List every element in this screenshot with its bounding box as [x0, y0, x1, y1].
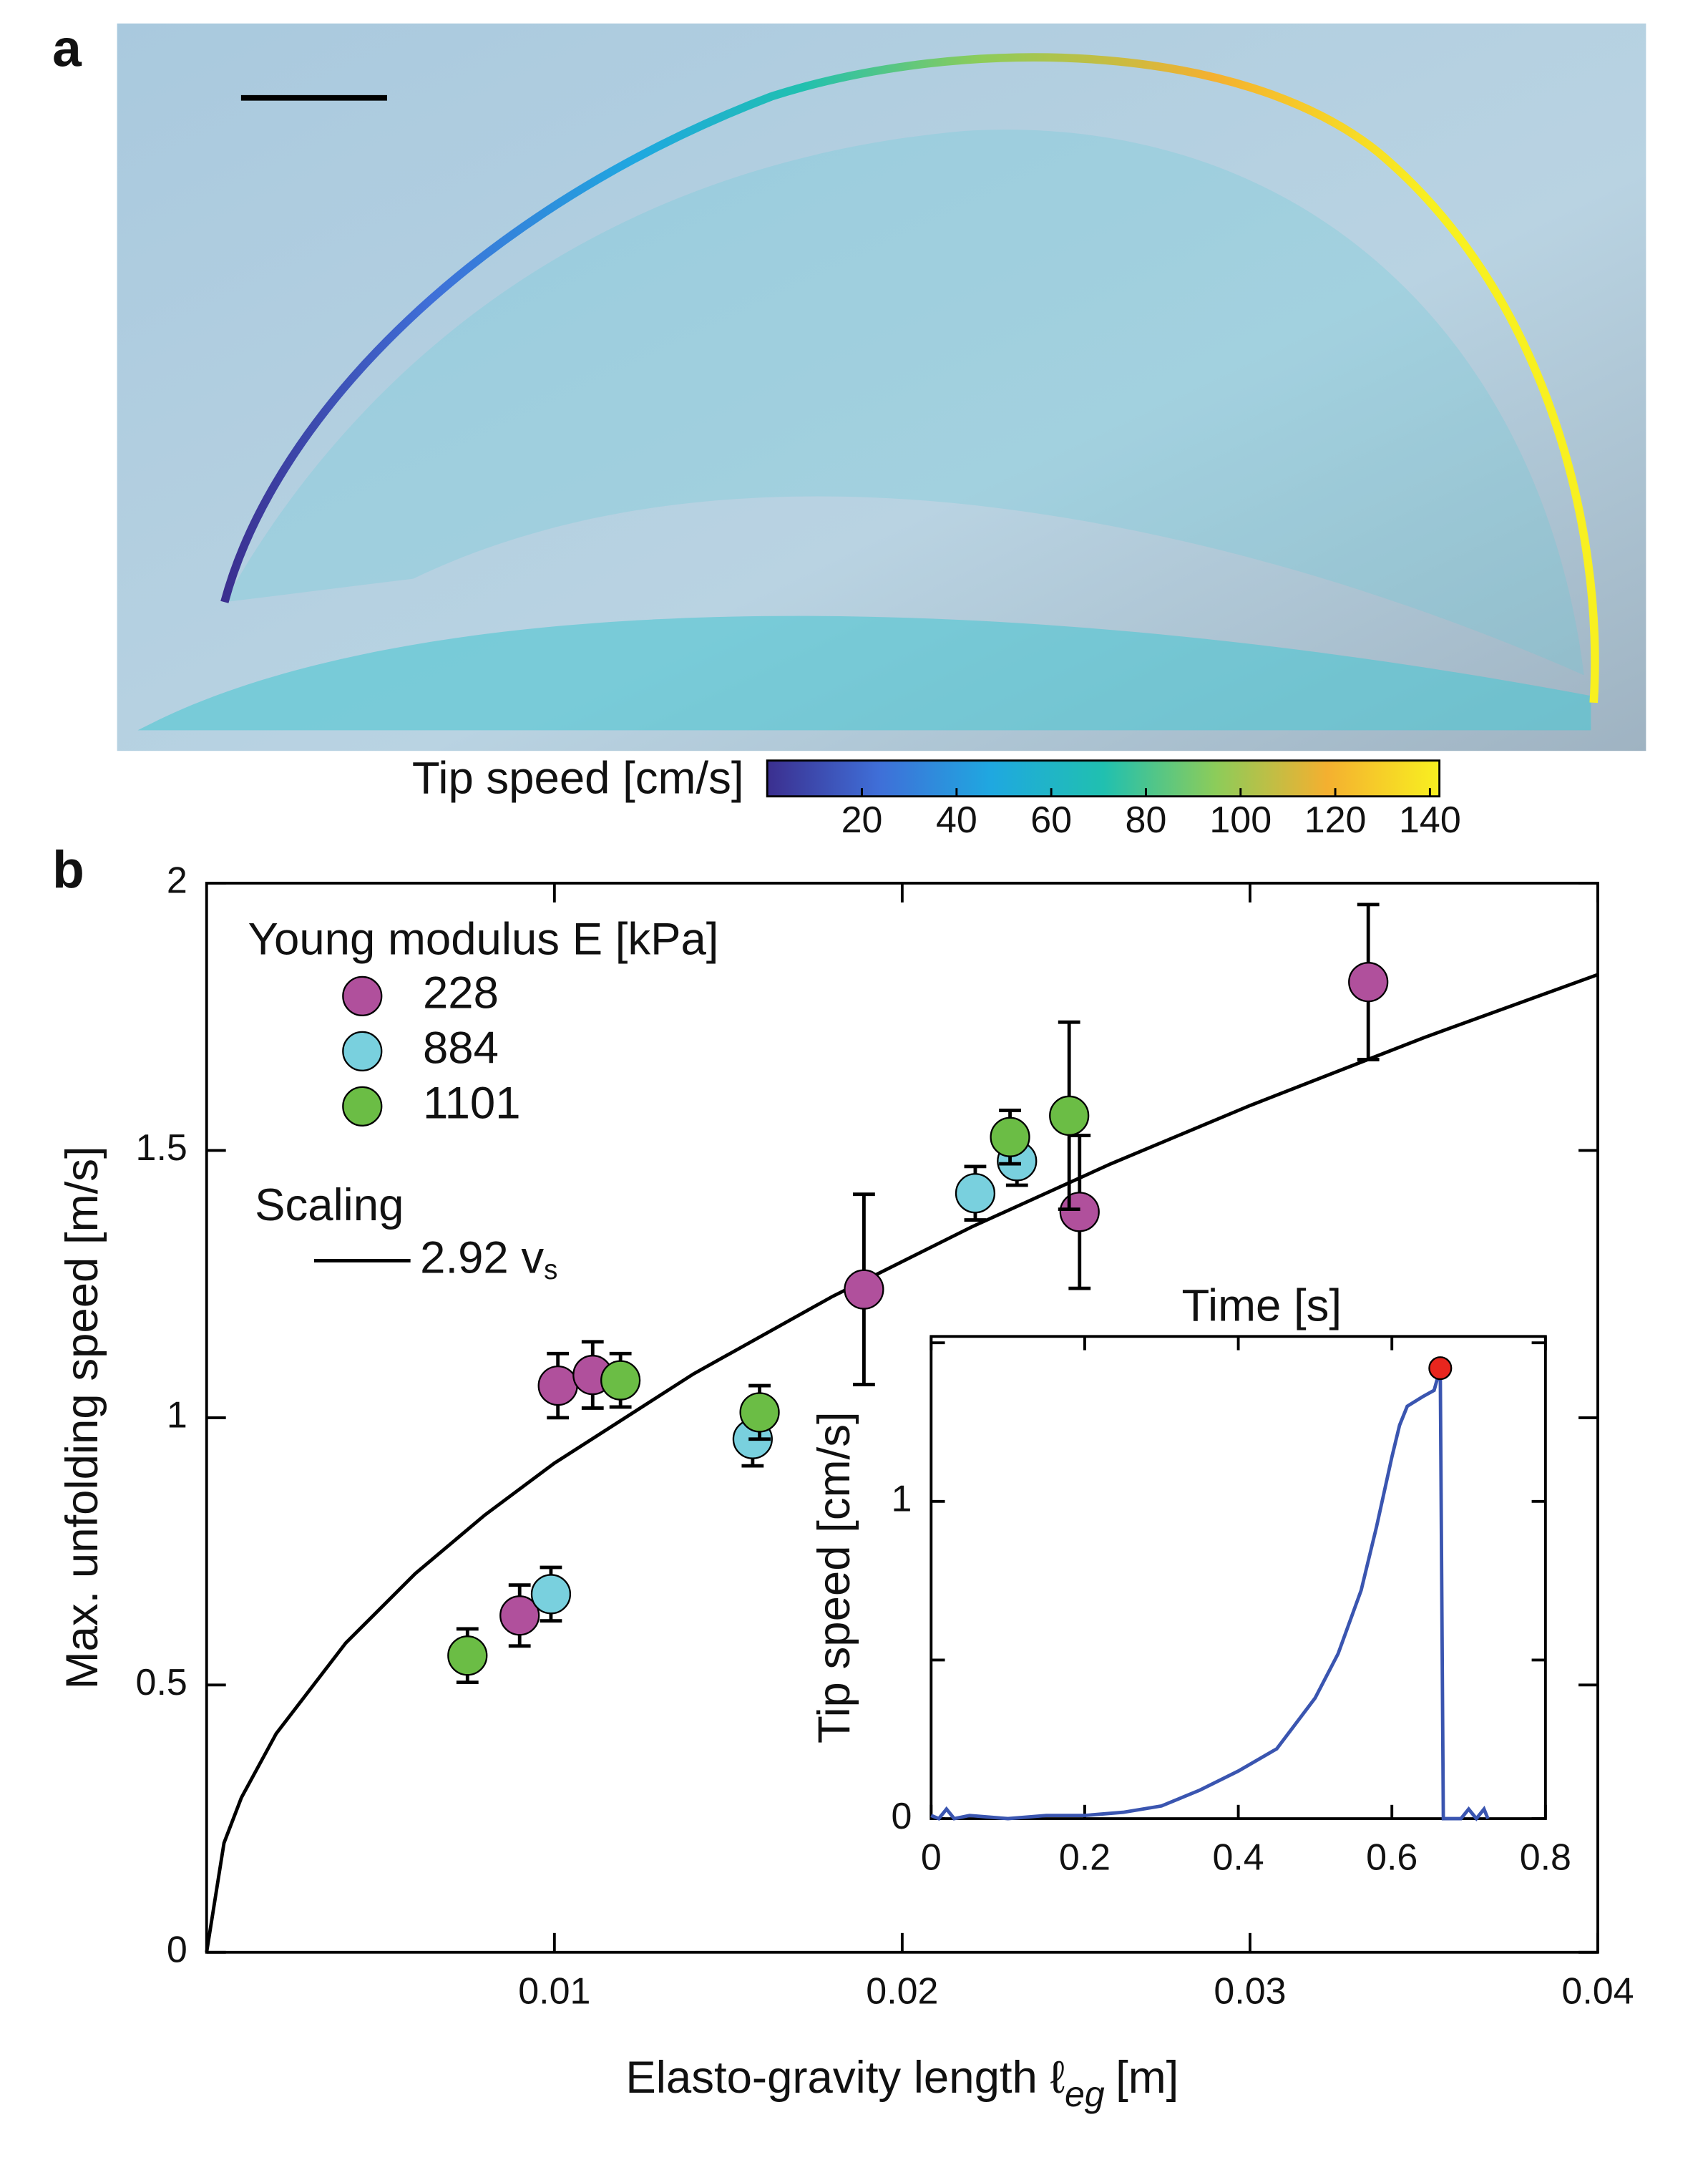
data-point: [447, 1635, 488, 1676]
y-tick-label: 1: [891, 1479, 912, 1520]
y-axis-label: Tip speed [cm/s]: [809, 1411, 859, 1743]
colorbar-tick-label: 100: [1209, 799, 1272, 841]
x-tick-label: 0.4: [1212, 1837, 1264, 1879]
data-point: [1059, 1192, 1100, 1232]
fit-line: [205, 973, 1599, 1953]
colorbar-tick-label: 140: [1399, 799, 1461, 841]
legend-title: Young modulus E [kPa]: [248, 914, 719, 965]
x-tick-label: 0.8: [1520, 1837, 1571, 1879]
panel-label: b: [52, 840, 84, 899]
colorbar-tick-label: 40: [936, 799, 977, 841]
y-tick-label: 1.5: [136, 1127, 187, 1169]
legend-label: 228: [423, 968, 499, 1018]
plot-area: [929, 1335, 1547, 1820]
colorbar: [766, 759, 1441, 798]
x-tick-label: 0: [921, 1837, 942, 1879]
y-tick-label: 0: [167, 1930, 187, 1971]
x-tick-label: 0.2: [1059, 1837, 1111, 1879]
x-tick-label: 0.6: [1366, 1837, 1417, 1879]
inset-title: Time [s]: [1182, 1280, 1342, 1331]
data-point: [530, 1574, 572, 1615]
data-point: [1049, 1095, 1090, 1136]
x-tick-label: 0.04: [1561, 1970, 1634, 2012]
colorbar-tick-label: 20: [841, 799, 883, 841]
data-point: [955, 1173, 996, 1214]
y-tick-label: 2: [167, 860, 187, 902]
x-tick-label: 0.01: [518, 1970, 590, 2012]
data-point: [990, 1116, 1030, 1157]
colorbar-tick-label: 60: [1030, 799, 1072, 841]
peak-marker: [1428, 1356, 1453, 1381]
data-point: [537, 1365, 578, 1406]
photo-strip: [137, 616, 1591, 731]
y-tick-label: 0: [891, 1796, 912, 1837]
legend-label: 884: [423, 1023, 499, 1074]
photo-shade: [224, 130, 1584, 676]
colorbar-label: Tip speed [cm/s]: [412, 752, 744, 803]
x-axis-label-sub: eg: [1065, 2074, 1105, 2114]
data-point: [499, 1595, 540, 1636]
time-series: [930, 1368, 1490, 1821]
legend-label: 2.92 vs: [420, 1232, 557, 1285]
x-tick-label: 0.03: [1214, 1970, 1286, 2012]
legend-label-sub: s: [544, 1255, 557, 1285]
data-point: [600, 1360, 641, 1401]
y-tick-label: 0.5: [136, 1662, 187, 1703]
x-axis-label-main: Elasto-gravity length ℓ: [625, 2052, 1065, 2103]
x-axis-label-end: [m]: [1116, 2052, 1178, 2103]
legend-marker: [342, 1086, 383, 1127]
data-point: [1348, 962, 1389, 1003]
legend-label: 1101: [423, 1078, 521, 1129]
y-axis-label: Max. unfolding speed [m/s]: [57, 1146, 107, 1689]
colorbar-tick-label: 120: [1304, 799, 1367, 841]
panel-label: a: [52, 19, 82, 78]
legend-marker: [342, 975, 383, 1016]
x-axis-label: Elasto-gravity length ℓeg [m]: [625, 2052, 1178, 2115]
legend-label-main: 2.92 v: [420, 1232, 544, 1283]
colorbar-tick-label: 80: [1126, 799, 1167, 841]
tip-trajectory: [220, 53, 1599, 704]
legend-title: Scaling: [255, 1179, 404, 1230]
y-tick-label: 1: [167, 1395, 187, 1436]
legend-marker: [342, 1031, 383, 1071]
data-point: [739, 1392, 780, 1433]
x-tick-label: 0.02: [866, 1970, 938, 2012]
data-point: [844, 1269, 884, 1310]
